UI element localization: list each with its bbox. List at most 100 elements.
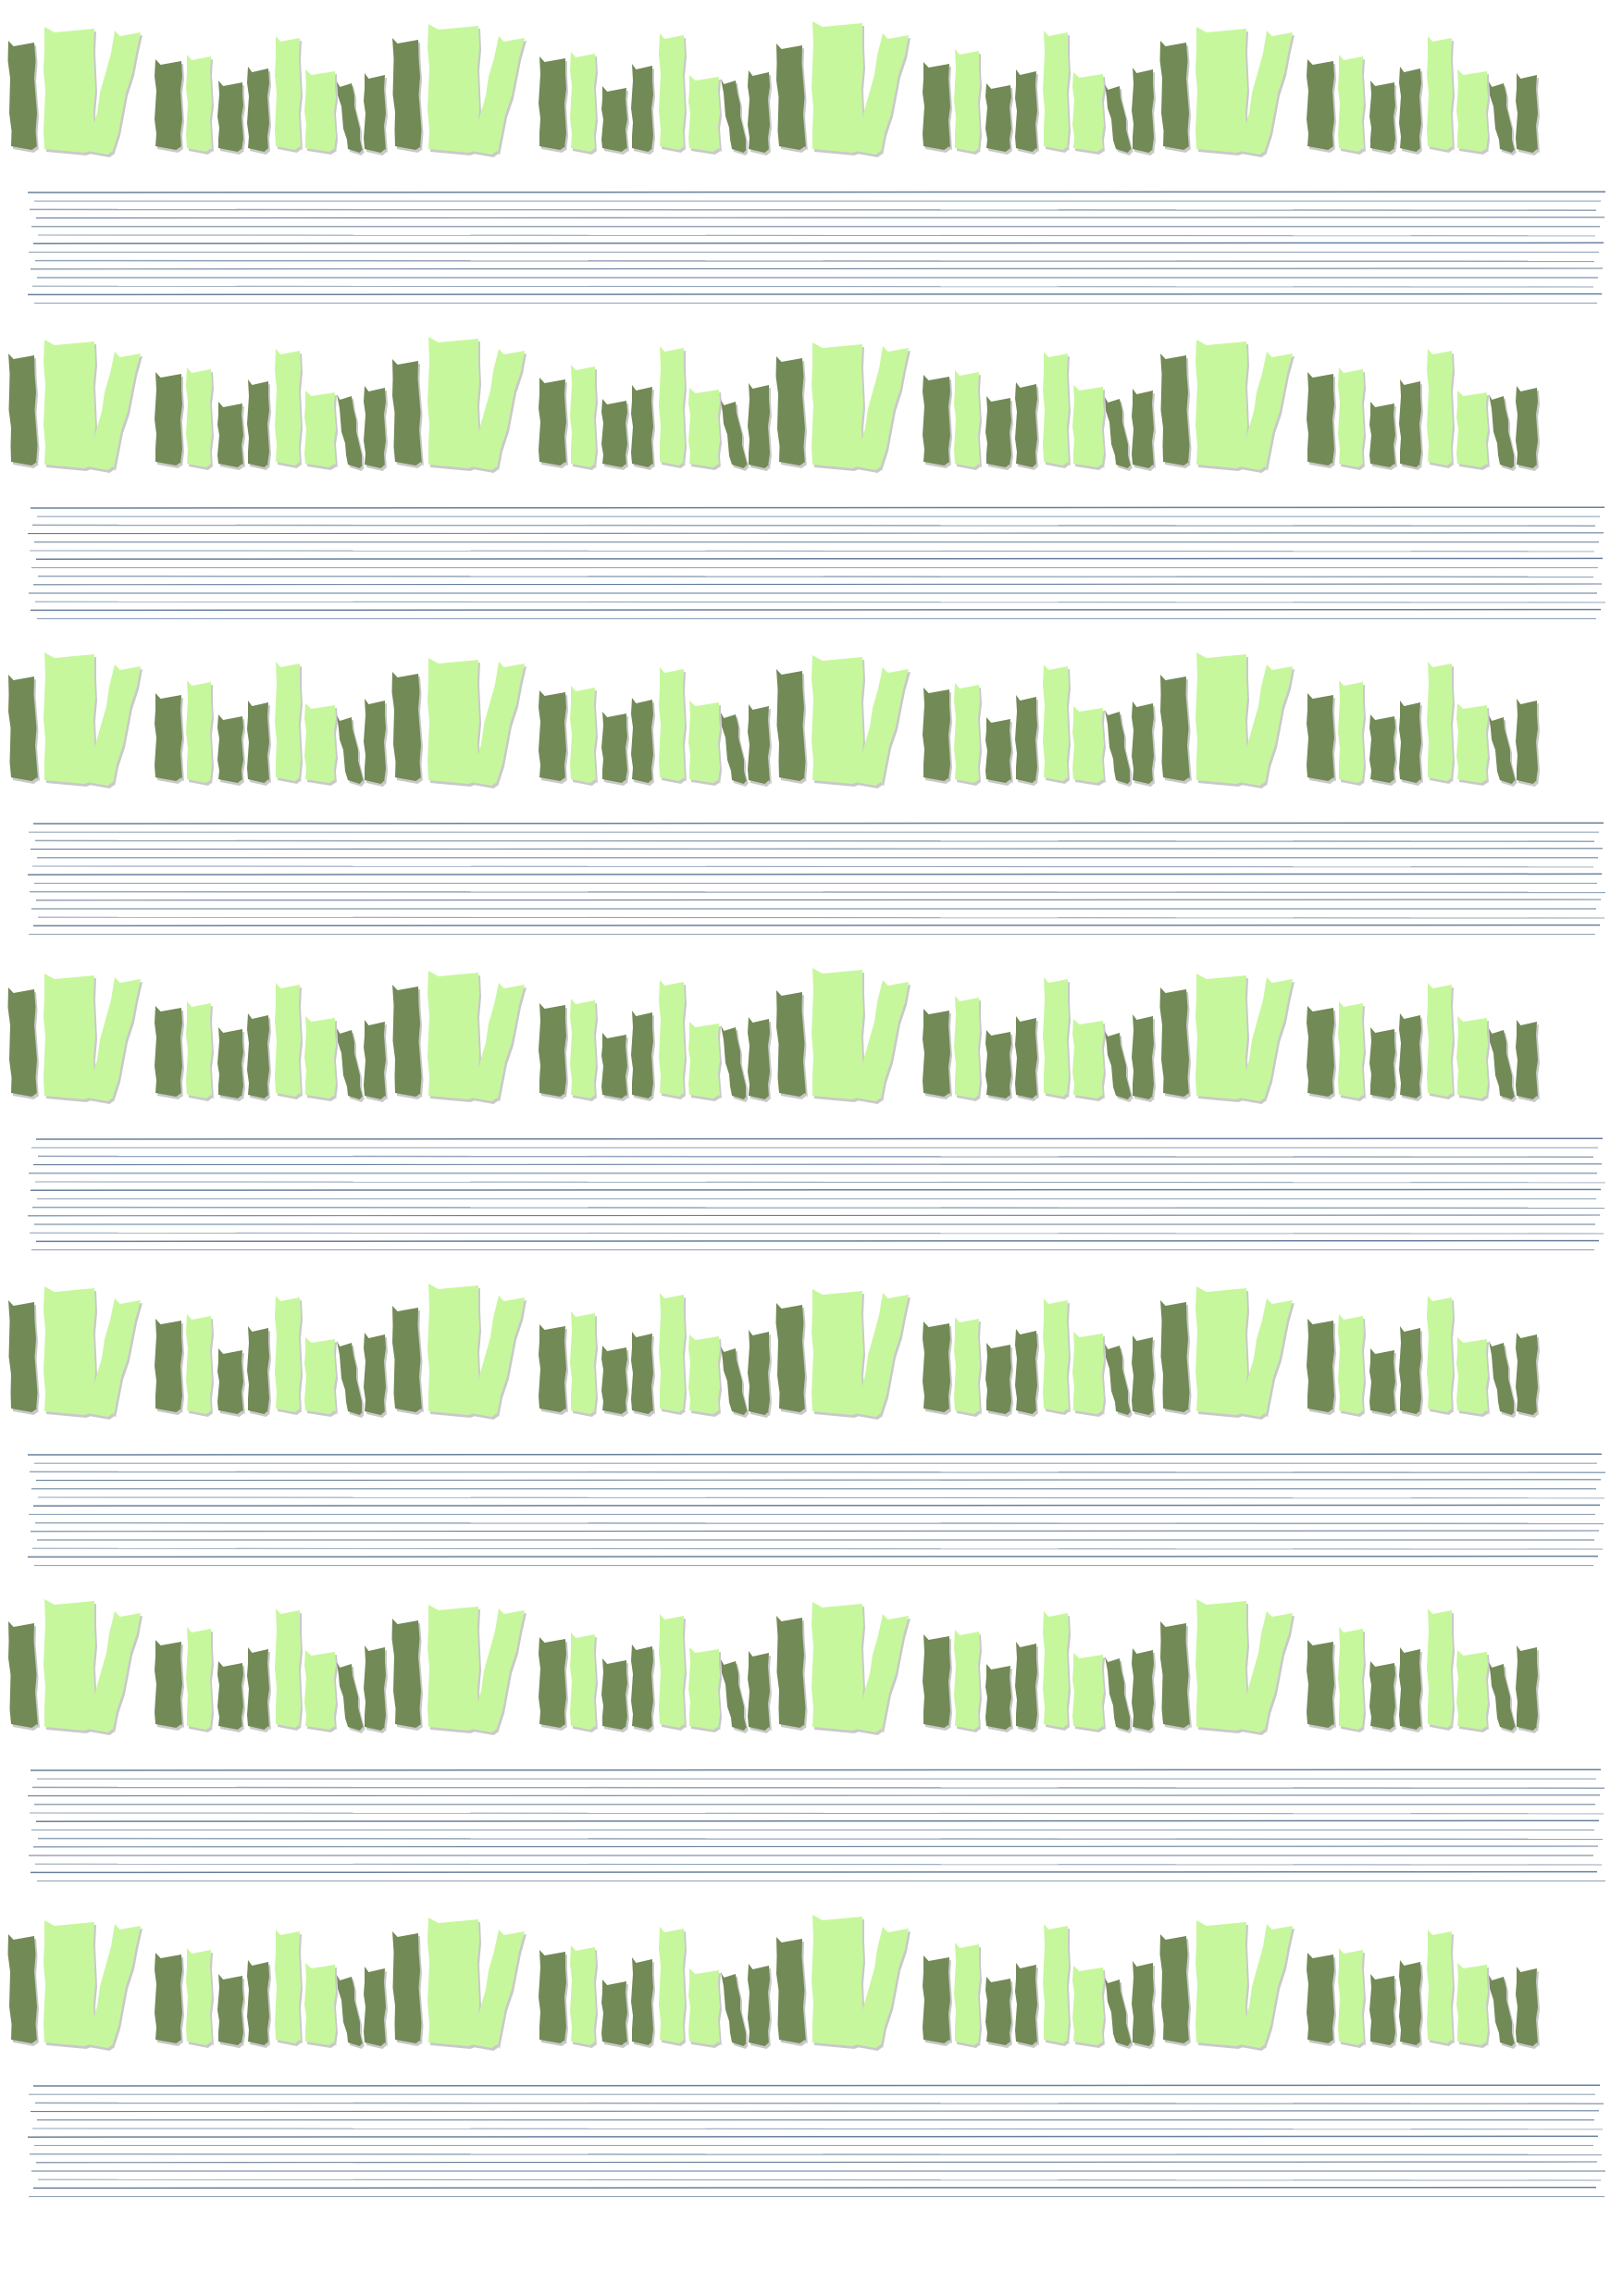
book-light xyxy=(954,49,980,152)
book-dark xyxy=(217,1974,243,2045)
shelf-rows xyxy=(7,21,1606,2198)
book-dark xyxy=(721,1972,747,2046)
writing-line xyxy=(29,1232,1604,1235)
writing-line xyxy=(37,2178,1602,2181)
book-light xyxy=(427,658,479,784)
book-dark xyxy=(155,1953,182,2043)
book-dark xyxy=(217,402,243,467)
book-dark xyxy=(1105,397,1131,468)
writing-line xyxy=(30,2110,1600,2113)
book-dark xyxy=(1015,382,1037,467)
writing-line xyxy=(32,1163,1603,1166)
book-light xyxy=(1072,385,1104,467)
book-light xyxy=(275,983,301,1097)
book-row xyxy=(8,652,1540,788)
book-dark xyxy=(1369,81,1395,152)
book-dark xyxy=(775,356,805,465)
book-light xyxy=(43,340,95,468)
book-dark xyxy=(748,1330,770,1415)
writing-line xyxy=(31,1206,1605,1210)
book-light xyxy=(1239,1298,1293,1417)
writing-line xyxy=(35,2161,1598,2164)
book-dark xyxy=(217,81,243,152)
book-light xyxy=(855,667,909,786)
book-light xyxy=(1456,1016,1488,1098)
book-dark xyxy=(776,669,806,781)
book-dark xyxy=(748,704,770,784)
book-dark xyxy=(337,394,363,468)
writing-line xyxy=(30,1769,1602,1771)
writing-line xyxy=(31,2128,1604,2130)
book-dark xyxy=(775,1303,805,1412)
writing-line xyxy=(32,242,1604,244)
writing-line xyxy=(31,1786,1605,1789)
book-dark xyxy=(1159,41,1189,150)
book-dark xyxy=(1489,1028,1515,1099)
book-dark xyxy=(7,41,37,150)
writing-line xyxy=(37,234,1596,237)
book-dark xyxy=(247,1326,269,1414)
book-light xyxy=(570,1945,596,2045)
book-light xyxy=(275,1930,301,2043)
writing-line xyxy=(29,208,1597,211)
writing-line xyxy=(27,1214,1601,1217)
book-light xyxy=(812,342,863,468)
writing-line xyxy=(27,292,1603,296)
book-light xyxy=(1043,1924,1069,2043)
writing-line xyxy=(27,1555,1599,1558)
writing-line xyxy=(32,924,1601,927)
book-light xyxy=(954,1317,980,1414)
book-light xyxy=(1427,662,1453,781)
book-dark xyxy=(601,1033,627,1098)
book-dark xyxy=(364,386,386,468)
book-light xyxy=(1456,69,1488,152)
book-dark xyxy=(539,1950,566,2043)
book-dark xyxy=(217,1348,243,1414)
book-light xyxy=(688,388,720,467)
book-dark xyxy=(392,359,422,465)
book-light xyxy=(275,1296,301,1412)
book-light xyxy=(688,701,720,783)
book-dark xyxy=(776,990,806,1097)
writing-lines xyxy=(27,1769,1605,1882)
shelf-row xyxy=(7,1915,1605,2198)
book-row xyxy=(8,337,1540,473)
book-light xyxy=(87,352,141,470)
writing-line xyxy=(32,1845,1599,1848)
book-light xyxy=(1043,352,1069,465)
book-light xyxy=(1338,1001,1364,1098)
book-light xyxy=(1338,680,1364,783)
writing-line xyxy=(32,1504,1601,1507)
writing-line xyxy=(30,1870,1598,1874)
book-light xyxy=(1043,664,1069,781)
writing-line xyxy=(27,1794,1601,1797)
book-dark xyxy=(1132,389,1154,468)
book-dark xyxy=(923,688,950,781)
book-light xyxy=(87,664,141,786)
book-dark xyxy=(155,693,182,781)
book-dark xyxy=(1516,1333,1538,1415)
book-dark xyxy=(923,375,950,465)
book-light xyxy=(1239,1924,1293,2048)
book-light xyxy=(954,370,980,467)
book-light xyxy=(812,968,863,1099)
book-light xyxy=(1043,31,1069,150)
book-light xyxy=(570,1632,596,1730)
book-light xyxy=(1338,1627,1364,1730)
book-light xyxy=(186,1627,212,1730)
book-dark xyxy=(1307,1953,1334,2043)
book-dark xyxy=(392,1931,422,2043)
book-dark xyxy=(1369,1974,1395,2045)
book-dark xyxy=(1132,701,1154,784)
book-light xyxy=(1072,1653,1104,1730)
book-light xyxy=(304,703,336,783)
book-light xyxy=(855,1927,909,2048)
book-dark xyxy=(1105,710,1131,784)
book-light xyxy=(659,346,685,465)
book-dark xyxy=(392,985,422,1097)
book-light xyxy=(1072,706,1104,783)
book-dark xyxy=(155,1319,182,1412)
book-light xyxy=(43,974,95,1099)
writing-lines xyxy=(27,822,1606,936)
book-light xyxy=(186,680,212,783)
